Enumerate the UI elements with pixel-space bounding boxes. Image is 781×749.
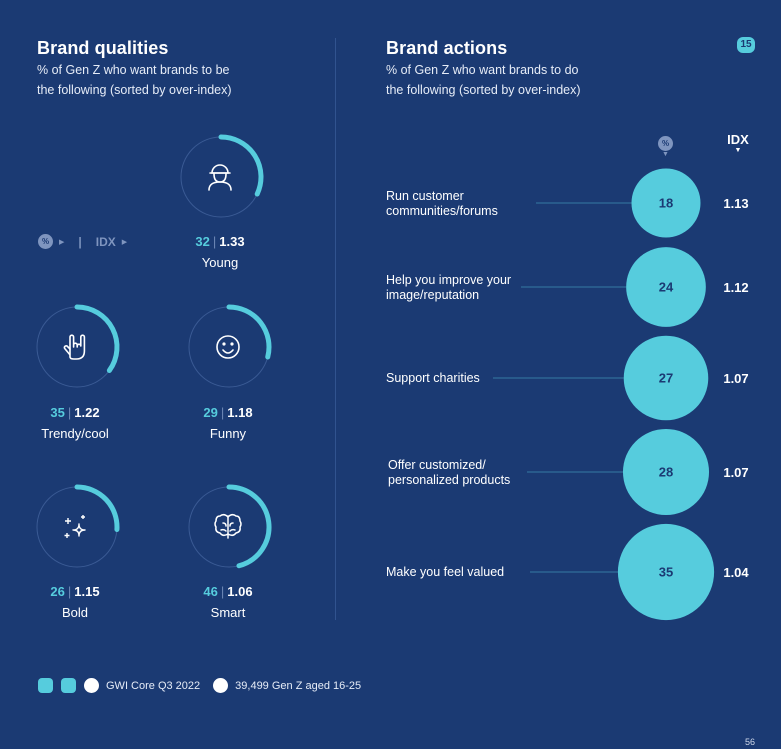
action-label: Make you feel valued — [386, 565, 546, 580]
quality-value-young: 32 | 1.33 — [195, 234, 245, 249]
action-label-line: Run customer — [386, 189, 464, 203]
person-icon — [208, 164, 232, 191]
arrow-right-icon: ▶ — [121, 238, 128, 246]
brand-qualities-title: Brand qualities — [37, 38, 169, 58]
arrow-down-icon: ▼ — [734, 147, 742, 154]
idx-header-label: IDX — [727, 132, 749, 147]
idx-value: 1.18 — [227, 405, 253, 420]
pct-column-header: % ▼ — [658, 133, 673, 159]
action-label-line: communities/forums — [386, 204, 498, 218]
quality-value-funny: 29 | 1.18 — [203, 405, 253, 420]
quality-label-young: Young — [201, 255, 239, 270]
brand-qualities-subtitle: % of Gen Z who want brands to be the fol… — [37, 60, 232, 100]
ring-arc-bold — [74, 484, 120, 533]
sparkles-icon — [64, 515, 86, 538]
smiley-icon — [216, 335, 240, 359]
bubble-value: 28 — [659, 465, 673, 480]
sample-text: 39,499 Gen Z aged 16-25 — [235, 679, 362, 692]
pct-value: 32 — [195, 234, 210, 249]
brand-actions-subtitle: % of Gen Z who want brands to do the fol… — [386, 60, 581, 100]
brand-actions-title: Brand actions — [386, 38, 508, 58]
pct-value: 46 — [203, 584, 218, 599]
idx-value: 1.33 — [219, 234, 245, 249]
action-label: Offer customized/ personalized products — [388, 458, 548, 488]
subtitle-line: the following (sorted by over-index) — [386, 83, 581, 97]
idx-column-header: IDX ▼ — [722, 132, 754, 155]
bubble-value: 27 — [659, 371, 673, 386]
ring-arc-young — [218, 134, 264, 197]
action-idx: 1.07 — [723, 465, 749, 480]
action-label-line: Offer customized/ — [388, 458, 486, 472]
subtitle-line: % of Gen Z who want brands to do — [386, 63, 579, 77]
brand-actions-chart: 18 24 27 28 35 — [493, 168, 715, 621]
metric-legend: % ▶ | IDX ▶ — [38, 234, 127, 249]
quality-value-trendy: 35 | 1.22 — [50, 405, 100, 420]
action-bubble — [626, 247, 706, 327]
bubble-value: 24 — [659, 280, 674, 295]
bar-chart-icon — [61, 678, 76, 693]
pct-value: 29 — [203, 405, 218, 420]
arrow-down-icon: ▼ — [662, 151, 669, 158]
quality-label-bold: Bold — [61, 605, 89, 620]
quality-value-smart: 46 | 1.06 — [203, 584, 253, 599]
subtitle-line: % of Gen Z who want brands to be — [37, 63, 230, 77]
action-bubble — [622, 428, 710, 516]
section-divider — [335, 38, 336, 620]
action-idx: 1.04 — [723, 565, 749, 580]
action-label-line: Help you improve your — [386, 273, 512, 287]
footer: GWI Core Q3 2022 39,499 Gen Z aged 16-25 — [38, 678, 361, 693]
page-badge: 15 — [737, 37, 755, 53]
rock-hand-icon — [63, 334, 86, 360]
ring-arc-trendy-cool — [74, 304, 120, 374]
ring-arc-funny — [226, 304, 272, 360]
action-bubble — [631, 168, 701, 238]
legend-idx: IDX — [95, 234, 116, 249]
action-label: Help you improve your image/reputation — [386, 273, 546, 303]
quality-label-funny: Funny — [209, 426, 247, 441]
action-label-line: personalized products — [388, 473, 511, 487]
action-bubble — [623, 335, 709, 421]
action-idx: 1.13 — [723, 196, 749, 211]
idx-value: 1.22 — [74, 405, 100, 420]
brain-icon — [214, 513, 242, 539]
ring-arc-smart — [226, 484, 272, 569]
action-label-line: Support charities — [386, 371, 480, 385]
quality-value-bold: 26 | 1.15 — [50, 584, 100, 599]
bar-chart-icon — [38, 678, 53, 693]
bubble-value: 18 — [659, 196, 673, 211]
subtitle-line: the following (sorted by over-index) — [37, 83, 232, 97]
pct-value: 35 — [50, 405, 65, 420]
globe-icon — [84, 678, 99, 693]
action-idx: 1.07 — [723, 371, 749, 386]
idx-value: 1.15 — [74, 584, 100, 599]
brand-qualities-chart — [36, 134, 272, 569]
idx-value: 1.06 — [227, 584, 253, 599]
percent-icon: % — [658, 136, 673, 151]
percent-icon: % — [38, 234, 53, 249]
action-label: Run customer communities/forums — [386, 189, 546, 219]
page-number: 56 — [745, 737, 756, 747]
bubble-value: 35 — [659, 565, 673, 580]
arrow-right-icon: ▶ — [59, 238, 65, 246]
source-text: GWI Core Q3 2022 — [106, 679, 201, 692]
action-label-line: image/reputation — [386, 288, 480, 302]
action-idx: 1.12 — [723, 280, 749, 295]
action-bubble — [617, 523, 715, 621]
legend-separator: | — [78, 234, 82, 249]
action-label-line: Make you feel valued — [386, 565, 505, 579]
people-icon — [213, 678, 229, 693]
action-label: Support charities — [386, 371, 546, 386]
pct-value: 26 — [50, 584, 65, 599]
quality-label-smart: Smart — [210, 605, 246, 620]
quality-label-trendy: Trendy/cool — [41, 426, 109, 441]
